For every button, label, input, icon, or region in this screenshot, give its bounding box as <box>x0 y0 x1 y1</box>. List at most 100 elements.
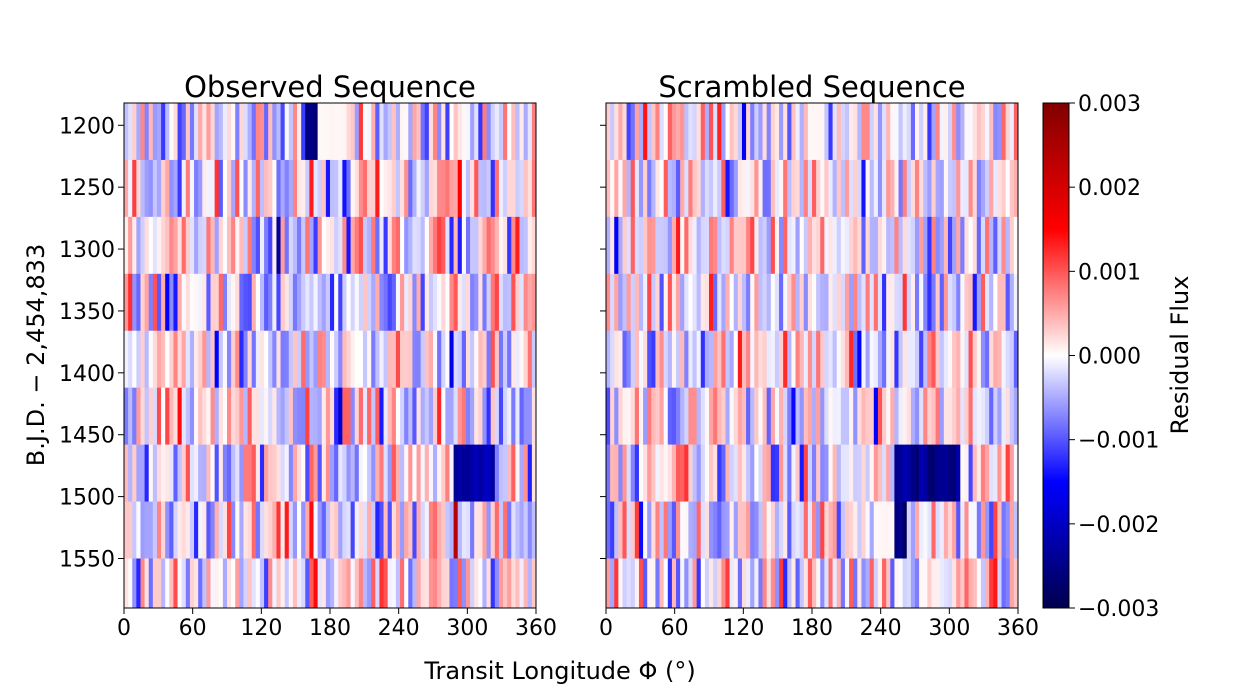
heatmap-cell <box>700 216 706 275</box>
heatmap-cell <box>976 103 982 161</box>
heatmap-cell <box>865 558 871 609</box>
heatmap-cell <box>1005 444 1011 502</box>
heatmap-cell <box>725 330 730 388</box>
heatmap-cell <box>292 216 298 275</box>
heatmap-cell <box>235 273 240 332</box>
y-tick-label: 1350 <box>59 300 115 325</box>
heatmap-cell <box>865 273 871 332</box>
heatmap-cell <box>486 501 492 559</box>
heatmap-cell <box>1001 103 1006 161</box>
heatmap-cell <box>268 216 273 275</box>
heatmap-cell <box>634 558 640 609</box>
heatmap-cell <box>972 387 978 445</box>
heatmap-cell <box>787 387 792 445</box>
heatmap-cell <box>622 159 627 218</box>
heatmap-cell <box>243 159 248 218</box>
heatmap-cell <box>824 501 829 559</box>
heatmap-cell <box>210 216 215 275</box>
heatmap-cell <box>655 330 660 388</box>
heatmap-cell <box>284 501 290 559</box>
heatmap-cell <box>391 216 397 275</box>
heatmap-cell <box>490 444 496 502</box>
heatmap-cell <box>729 330 735 388</box>
heatmap-cell <box>235 216 240 275</box>
heatmap-cell <box>791 103 796 161</box>
heatmap-cell <box>128 444 133 502</box>
heatmap-cell <box>181 387 187 445</box>
heatmap-cell <box>643 444 648 502</box>
heatmap-cell <box>292 387 298 445</box>
heatmap-cell <box>140 216 145 275</box>
heatmap-cell <box>638 103 644 161</box>
heatmap-cell <box>301 216 306 275</box>
heatmap-cell <box>276 273 281 332</box>
heatmap-cell <box>927 159 932 218</box>
heatmap-cell <box>614 444 619 502</box>
heatmap-cell <box>531 444 537 502</box>
heatmap-cell <box>964 444 969 502</box>
heatmap-cell <box>449 444 454 502</box>
heatmap-cell <box>156 330 162 388</box>
heatmap-cell <box>474 387 479 445</box>
heatmap-cell <box>1013 273 1019 332</box>
heatmap-cell <box>836 330 842 388</box>
heatmap-cell <box>272 216 277 275</box>
heatmap-cell <box>400 330 405 388</box>
heatmap-cell <box>610 444 615 502</box>
heatmap-cell <box>391 103 397 161</box>
heatmap-cell <box>952 216 957 275</box>
heatmap-cell <box>824 330 829 388</box>
heatmap-cell <box>680 387 685 445</box>
heatmap-cell <box>222 216 228 275</box>
heatmap-cell <box>865 216 871 275</box>
heatmap-cell <box>206 273 211 332</box>
heatmap-cell <box>214 501 220 559</box>
heatmap-cell <box>350 387 356 445</box>
heatmap-cell <box>803 501 809 559</box>
heatmap-cell <box>968 444 974 502</box>
heatmap-cell <box>194 387 199 445</box>
heatmap-cell <box>284 159 290 218</box>
heatmap-cell <box>614 387 619 445</box>
heatmap-cell <box>927 216 932 275</box>
heatmap-cell <box>338 330 343 388</box>
heatmap-cell <box>844 273 850 332</box>
heatmap-cell <box>515 103 520 161</box>
heatmap-cell <box>651 330 656 388</box>
heatmap-cell <box>449 387 454 445</box>
heatmap-cell <box>1005 103 1011 161</box>
heatmap-cell <box>919 159 924 218</box>
heatmap-cell <box>259 444 265 502</box>
heatmap-cell <box>890 330 895 388</box>
heatmap-cell <box>770 558 776 609</box>
heatmap-cell <box>766 444 772 502</box>
heatmap-cell <box>321 159 327 218</box>
y-tick-label: 1200 <box>59 114 115 139</box>
heatmap-cell <box>737 501 743 559</box>
heatmap-cell <box>428 159 434 218</box>
heatmap-cell <box>144 387 150 445</box>
heatmap-cell <box>717 103 722 161</box>
heatmap-cell <box>923 216 928 275</box>
heatmap-cell <box>177 501 183 559</box>
heatmap-cell <box>292 444 298 502</box>
heatmap-cell <box>231 273 236 332</box>
heatmap-cell <box>383 501 389 559</box>
x-tick-label: 120 <box>722 616 764 641</box>
heatmap-cell <box>346 501 351 559</box>
heatmap-cell <box>923 330 928 388</box>
heatmap-cell <box>779 330 784 388</box>
heatmap-cell <box>185 330 191 388</box>
heatmap-cell <box>124 387 129 445</box>
heatmap-cell <box>812 387 817 445</box>
heatmap-cell <box>606 330 611 388</box>
heatmap-cell <box>301 103 306 161</box>
heatmap-cell <box>523 103 529 161</box>
heatmap-cell <box>309 387 314 445</box>
heatmap-cell <box>515 216 520 275</box>
heatmap-cell <box>132 103 137 161</box>
heatmap-cell <box>799 558 805 609</box>
heatmap-cell <box>408 501 413 559</box>
heatmap-cell <box>968 501 974 559</box>
heatmap-cell <box>816 216 821 275</box>
